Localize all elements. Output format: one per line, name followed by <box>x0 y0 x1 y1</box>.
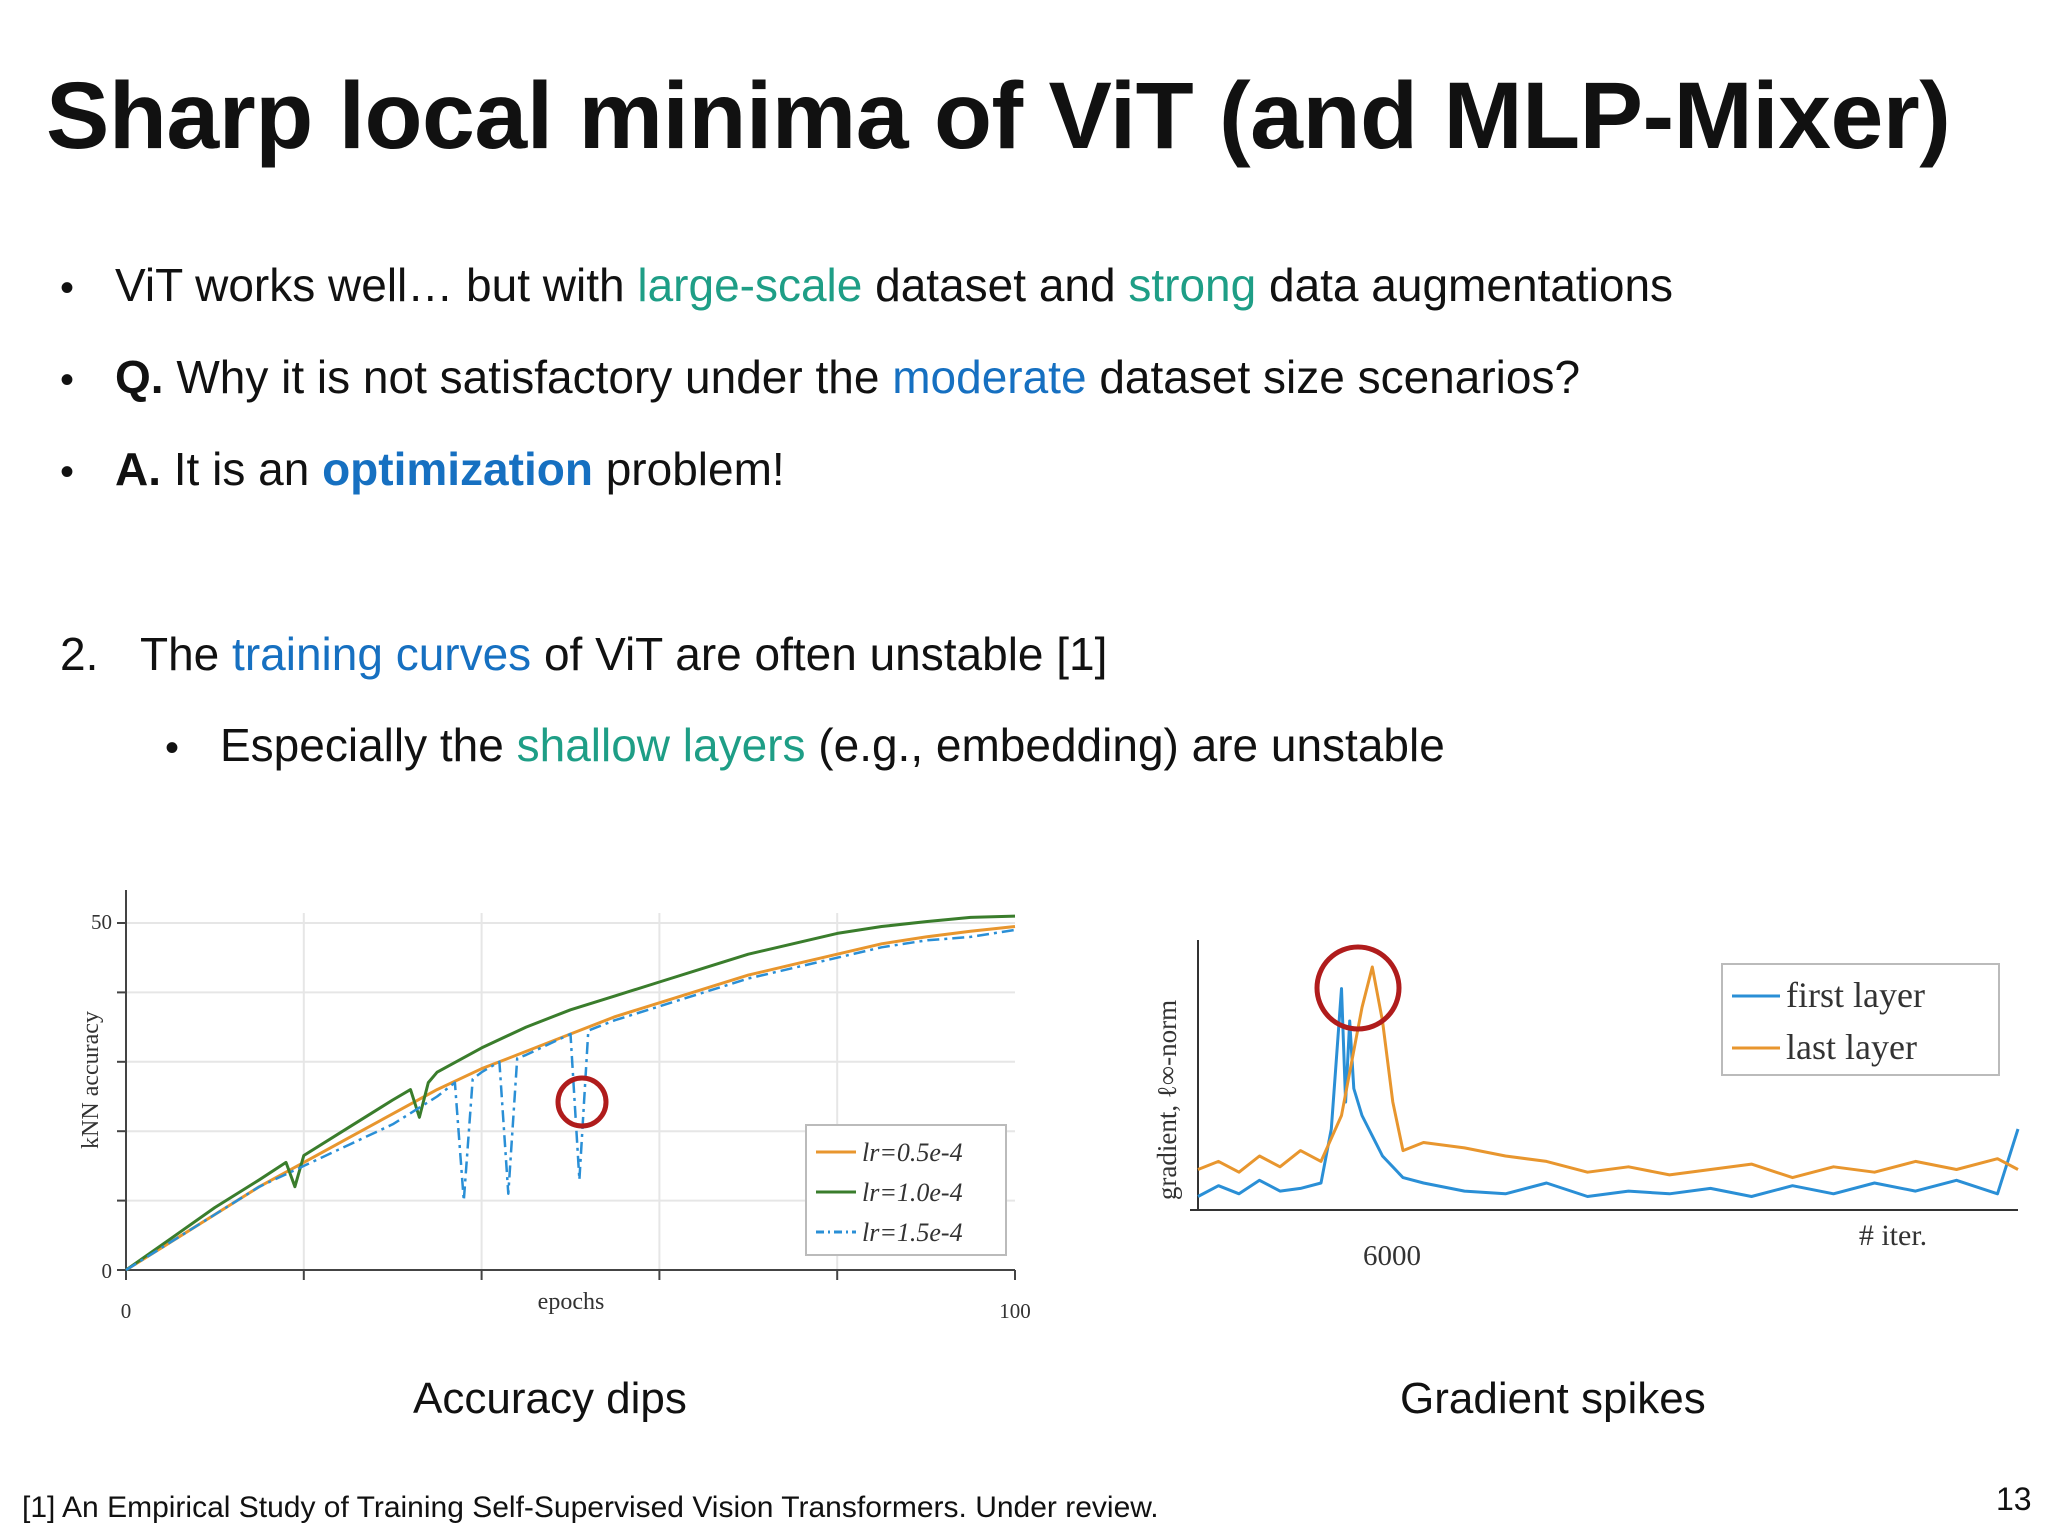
item-text: of ViT are often unstable [1] <box>531 628 1108 680</box>
x-tick-100: 100 <box>999 1299 1031 1323</box>
y-tick-0: 0 <box>102 1259 113 1283</box>
item-text: (e.g., embedding) are unstable <box>805 719 1445 771</box>
highlight-large-scale: large-scale <box>637 259 863 311</box>
bullet-text: dataset size scenarios? <box>1086 351 1581 403</box>
chart-legend: first layer last layer <box>1721 963 2000 1076</box>
bullet-text: problem! <box>592 443 785 495</box>
legend-label-0: first layer <box>1786 975 1925 1015</box>
highlight-training-curves: training curves <box>232 628 532 680</box>
bullet-text: data augmentations <box>1256 259 1674 311</box>
legend-label-0: lr=0.5e-4 <box>862 1138 963 1167</box>
bullet-text: ViT works well… but with <box>115 259 638 311</box>
bullet-marker: • <box>60 450 75 494</box>
series-line-1 <box>1197 965 2019 1180</box>
bullet-marker: • <box>60 358 75 402</box>
question-label: Q. <box>115 351 164 403</box>
bullet-1: • ViT works well… but with large-scale da… <box>60 258 1673 312</box>
highlight-optimization: optimization <box>322 443 593 495</box>
highlight-strong: strong <box>1128 259 1257 311</box>
item-text: Especially the <box>220 719 517 771</box>
legend-label-1: lr=1.0e-4 <box>862 1178 963 1207</box>
x-axis-label: # iter. <box>1859 1219 1927 1252</box>
sub-bullet: • Especially the shallow layers (e.g., em… <box>165 718 1445 772</box>
y-axis-label: gradient, ℓ∞-norm <box>1152 1000 1182 1200</box>
y-tick-50: 50 <box>91 910 112 934</box>
chart-gridlines <box>126 913 1015 1270</box>
item-text: The <box>140 628 233 680</box>
chart-series <box>1197 965 2020 1198</box>
numbered-item-2: 2. The training curves of ViT are often u… <box>60 627 1107 681</box>
answer-label: A. <box>115 443 161 495</box>
gradient-chart: gradient, ℓ∞-norm # iter. 6000 first lay… <box>1152 940 2020 1272</box>
y-axis-label: kNN accuracy <box>78 1011 104 1149</box>
bullet-2: • Q. Why it is not satisfactory under the… <box>60 350 1580 404</box>
bullet-text: dataset and <box>862 259 1129 311</box>
x-tick-0: 0 <box>121 1299 132 1323</box>
page-number: 13 <box>1996 1481 2032 1517</box>
spike-highlight-circle <box>1314 944 1402 1032</box>
chart-series <box>125 914 1016 1272</box>
chart-legend: lr=0.5e-4 lr=1.0e-4 lr=1.5e-4 <box>805 1124 1007 1256</box>
legend-label-1: last layer <box>1786 1027 1917 1067</box>
bullet-3: • A. It is an optimization problem! <box>60 442 785 496</box>
legend-label-2: lr=1.5e-4 <box>862 1218 963 1247</box>
dip-highlight-circle <box>555 1075 609 1129</box>
bullet-marker: • <box>60 266 75 310</box>
accuracy-chart: kNN accuracy epochs 0 50 0 100 lr=0.5e-4… <box>78 890 1031 1323</box>
chart-axes <box>1190 940 2018 1211</box>
gradient-chart-caption: Gradient spikes <box>1400 1374 1706 1423</box>
bullet-text: Why it is not satisfactory under the <box>163 351 893 403</box>
x-axis-label: epochs <box>538 1289 605 1315</box>
bullet-marker: • <box>165 726 180 770</box>
accuracy-chart-caption: Accuracy dips <box>413 1374 687 1423</box>
series-line-0 <box>1197 987 2020 1198</box>
bullet-text: It is an <box>161 443 323 495</box>
chart-axes <box>117 890 1016 1280</box>
footnote: [1] An Empirical Study of Training Self-… <box>22 1491 1159 1524</box>
highlight-moderate: moderate <box>892 351 1087 403</box>
legend-box <box>1721 963 2000 1076</box>
number-marker: 2. <box>60 628 99 680</box>
highlight-shallow-layers: shallow layers <box>516 719 806 771</box>
series-line-1 <box>125 914 1016 1272</box>
slide-title: Sharp local minima of ViT (and MLP-Mixer… <box>46 63 1951 169</box>
x-tick-6000: 6000 <box>1363 1240 1421 1272</box>
